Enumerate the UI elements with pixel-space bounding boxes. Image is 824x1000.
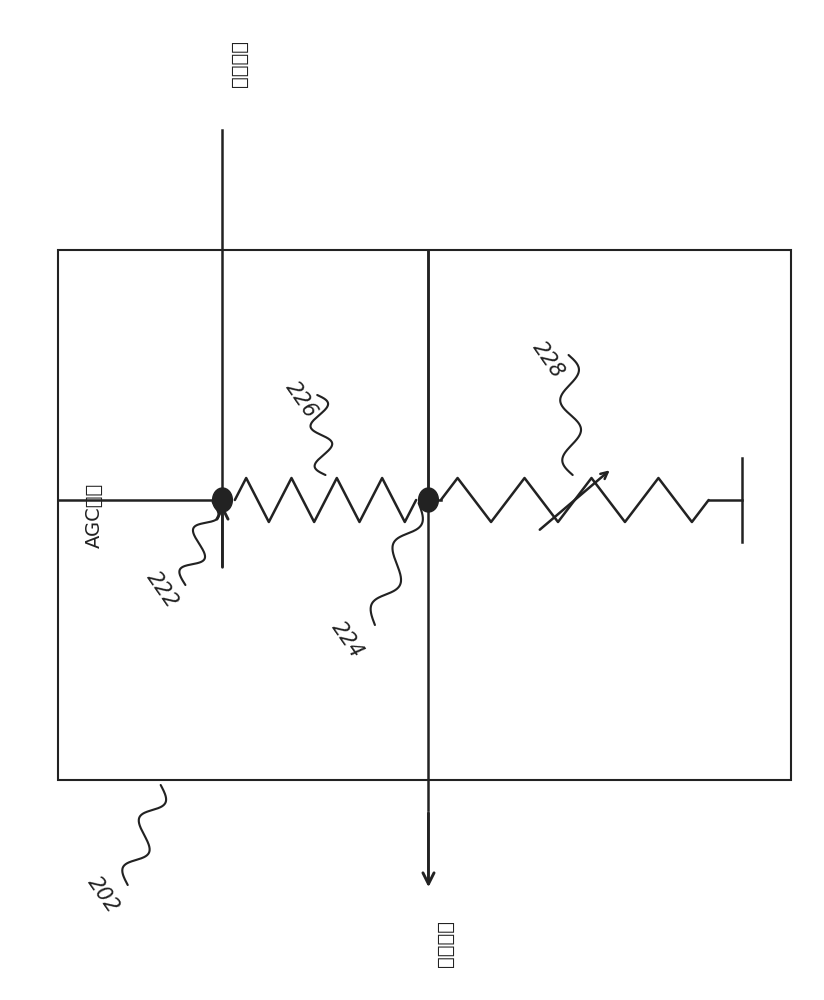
Text: 224: 224 (328, 618, 368, 662)
Bar (58, 250, 791, 780)
Text: 228: 228 (528, 338, 568, 382)
Text: 信號輸入: 信號輸入 (229, 41, 249, 89)
Text: 202: 202 (83, 873, 123, 917)
Circle shape (213, 488, 232, 512)
Text: 信號輸出: 信號輸出 (435, 922, 455, 968)
Circle shape (419, 488, 438, 512)
Text: 226: 226 (281, 378, 321, 422)
Text: 222: 222 (143, 568, 182, 612)
Text: AGC裝置: AGC裝置 (85, 482, 105, 548)
